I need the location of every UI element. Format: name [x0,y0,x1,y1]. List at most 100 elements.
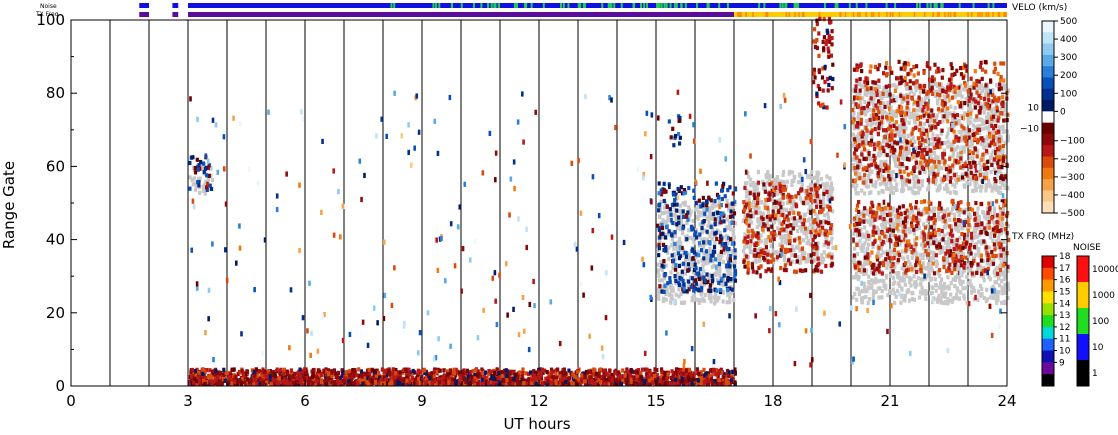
ground-scatter-cell [968,214,972,219]
echo-cell [702,367,706,372]
noise-bar-tick [836,3,839,8]
ground-scatter-cell [970,100,975,105]
ground-scatter-cell [708,275,712,281]
echo-cell [416,374,420,379]
ground-scatter-cell [954,227,958,232]
ground-scatter-cell [716,268,721,273]
txfreq-bar-tick [936,12,939,17]
echo-cell [469,370,473,375]
ground-scatter-cell [989,235,993,240]
ground-scatter-cell [996,289,1001,295]
ground-scatter-cell [670,293,674,298]
ground-scatter-cell [745,188,749,193]
ground-scatter-cell [729,227,733,232]
ground-scatter-cell [855,134,859,139]
ground-scatter-cell [192,165,196,170]
ground-scatter-cell [875,225,879,230]
ground-scatter-cell [1003,264,1007,269]
ground-scatter-cell [790,253,794,258]
txfreq-bar-tick [932,12,934,17]
ground-scatter-cell [831,209,835,214]
ground-scatter-cell [922,121,926,127]
ground-scatter-cell [1002,271,1006,277]
ground-scatter-cell [930,250,934,255]
txfreq-bar-tick [765,12,767,17]
ground-scatter-cell [900,266,904,271]
ground-scatter-cell [794,222,798,228]
ground-scatter-cell [954,180,959,185]
ground-scatter-cell [951,182,955,187]
ground-scatter-cell [889,189,893,195]
ground-scatter-cell [885,260,889,266]
ground-scatter-cell [980,88,985,94]
noise-bar-tick [675,3,678,8]
ground-scatter-cell [691,262,696,267]
ground-scatter-cell [934,288,938,293]
ground-scatter-cell [1004,141,1008,146]
ground-scatter-cell [940,176,944,181]
txfreq-bar-tick [944,12,946,17]
ground-scatter-cell [708,255,712,261]
ground-scatter-cell [887,114,891,119]
ground-scatter-cell [939,238,943,243]
ground-scatter-cell [980,184,984,189]
ground-scatter-cell [935,83,939,89]
ground-scatter-cell [989,231,993,236]
ground-scatter-cell [201,184,205,189]
ground-scatter-cell [755,188,759,194]
ground-scatter-cell [712,263,716,268]
ground-scatter-cell [913,284,918,289]
ground-scatter-cell [965,274,969,280]
ground-scatter-cell [934,282,938,288]
ground-scatter-cell [713,301,717,306]
ground-scatter-cell [943,233,947,238]
ground-scatter-cell [979,188,983,193]
ground-scatter-cell [952,212,957,217]
echo-cell [602,368,606,373]
ground-scatter-cell [959,281,963,286]
ground-scatter-cell [691,218,695,224]
echo-cell [712,372,716,377]
echo-cell [560,370,564,375]
ground-scatter-cell [965,180,969,186]
ground-scatter-cell [943,87,947,92]
ground-scatter-cell [884,219,888,224]
ground-scatter-cell [752,188,756,193]
echo-cell [404,371,408,376]
ground-scatter-cell [865,208,869,213]
ground-scatter-cell [702,298,706,303]
ground-scatter-cell [664,219,668,224]
echo-cell [544,376,548,381]
ground-scatter-cell [953,184,957,189]
ground-scatter-cell [946,301,950,306]
ground-scatter-cell [947,284,951,290]
ground-scatter-cell [986,214,990,219]
ground-scatter-cell [937,164,941,170]
ground-scatter-cell [884,186,889,191]
noise-bar-tick [601,3,604,8]
noise-bar-tick [684,3,687,8]
echo-cell [275,377,279,382]
ground-scatter-cell [997,252,1001,258]
ground-scatter-cell [985,163,989,168]
ground-scatter-cell [880,288,884,294]
ground-scatter-cell [964,87,968,92]
ground-scatter-cell [912,176,916,182]
ground-scatter-cell [876,279,880,284]
ground-scatter-cell [872,121,876,126]
ground-scatter-cell [692,296,696,301]
ground-scatter-cell [909,138,913,143]
echo-cell [493,379,498,384]
ground-scatter-cell [926,130,931,135]
ground-scatter-cell [679,219,684,225]
ground-scatter-cell [869,278,874,283]
echo-cell [647,369,651,374]
ground-scatter-cell [985,93,989,98]
echo-cell [327,381,331,386]
ground-scatter-cell [867,173,871,179]
echo-cell [316,381,320,386]
ground-scatter-cell [198,176,202,181]
ground-scatter-cell [776,226,780,231]
ground-scatter-cell [990,110,994,115]
ground-scatter-cell [999,209,1003,214]
